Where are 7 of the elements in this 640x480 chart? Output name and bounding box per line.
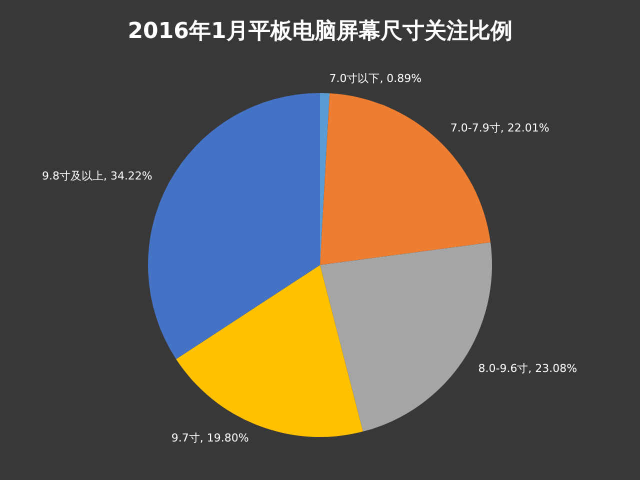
pie-slice xyxy=(320,93,491,265)
slice-label: 7.0-7.9寸, 22.01% xyxy=(450,122,550,135)
slice-label: 9.7寸, 19.80% xyxy=(171,431,249,444)
slice-label: 7.0寸以下, 0.89% xyxy=(329,72,422,86)
chart-title: 2016年1月平板电脑屏幕尺寸关注比例 xyxy=(128,18,512,44)
slice-label: 8.0-9.6寸, 23.08% xyxy=(478,362,578,375)
slice-label: 9.8寸及以上, 34.22% xyxy=(42,170,152,183)
